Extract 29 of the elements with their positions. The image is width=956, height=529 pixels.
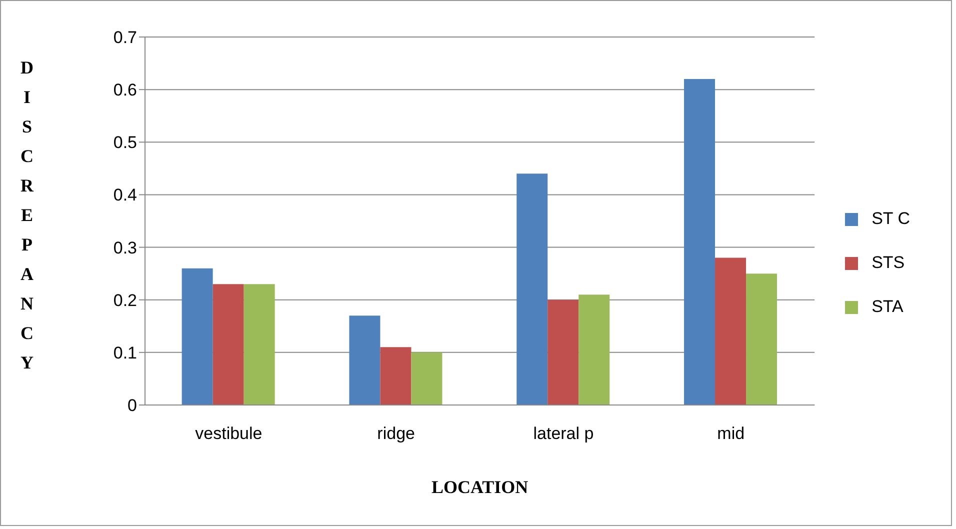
legend-label: ST C [872,208,910,228]
y-tick-label: 0.1 [113,343,137,362]
y-tick-label: 0.2 [113,290,137,310]
bar [684,79,716,405]
legend-label: STA [872,296,904,316]
bar [349,316,380,405]
y-tick-label: 0.6 [113,80,137,100]
bar [578,294,610,405]
bar [244,284,275,405]
bar [746,274,778,405]
bar [411,352,442,405]
x-tick-label: ridge [377,424,415,444]
bar [548,300,579,405]
bar [516,174,548,405]
legend-label: STS [872,252,905,272]
bar [715,258,746,405]
bar [212,284,244,405]
x-axis-title: LOCATION [431,477,528,497]
bar [182,268,213,405]
bar [380,347,412,405]
x-tick-label: vestibule [195,424,262,444]
y-tick-label: 0.4 [113,186,137,205]
x-tick-label: mid [717,424,745,444]
text: DISCREPANCY [20,58,34,372]
y-tick-label: 0.5 [113,133,137,152]
y-tick-label: 0.3 [113,238,137,258]
x-tick-label: lateral p [533,424,594,444]
y-tick-label: 0.7 [113,28,137,48]
y-tick-label: 0 [128,396,137,416]
